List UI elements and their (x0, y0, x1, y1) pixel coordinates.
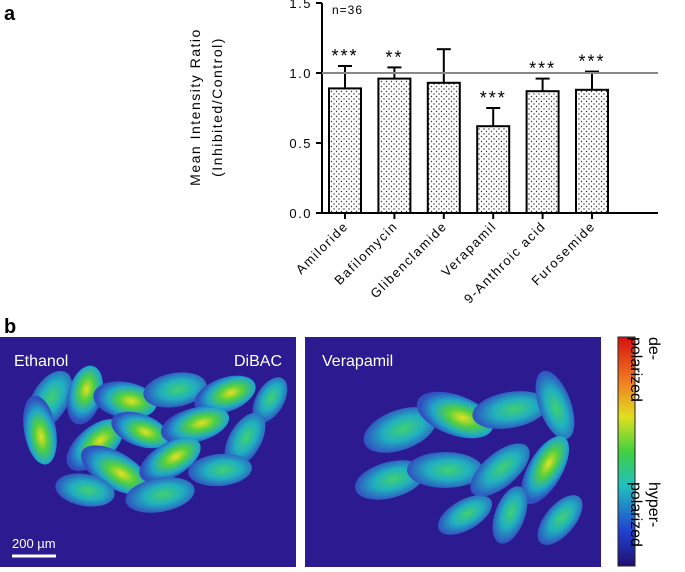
colorbar-label: hyper- (645, 482, 662, 527)
cell (407, 452, 483, 488)
panel-label: b (4, 316, 16, 338)
bar (377, 77, 412, 214)
bar (525, 90, 560, 214)
cell (139, 437, 201, 483)
cell (437, 495, 493, 535)
cell (363, 407, 437, 453)
cell (188, 453, 252, 487)
y-tick-label: 1.0 (289, 66, 312, 81)
cell (80, 445, 150, 495)
cell (535, 370, 575, 440)
significance: *** (529, 59, 556, 79)
cell (470, 443, 530, 497)
cell (23, 395, 57, 465)
cell (66, 365, 104, 425)
cell (472, 391, 548, 429)
y-tick-label: 0.0 (289, 206, 312, 221)
image-label: Ethanol (14, 353, 68, 370)
micrographs (0, 336, 636, 567)
image-label: Verapamil (322, 353, 393, 370)
cell (93, 381, 157, 419)
y-axis-label: (Inhibited/Control) (209, 37, 225, 177)
y-axis-label: Mean Intensity Ratio (187, 28, 203, 186)
bar (575, 88, 609, 214)
scale-bar-label: 200 µm (12, 536, 56, 551)
cell (111, 411, 169, 449)
x-tick-label: 9-Anthroic acid (461, 219, 549, 307)
annotation: n=36 (332, 3, 363, 17)
significance: *** (480, 88, 507, 108)
panel-label: a (4, 3, 16, 25)
significance: *** (331, 46, 358, 66)
significance: *** (578, 52, 605, 72)
cell (252, 377, 288, 423)
cell (160, 406, 230, 444)
colorbar-label: polarized (627, 337, 644, 402)
bar (328, 87, 362, 214)
y-tick-label: 0.5 (289, 136, 312, 151)
cell (125, 477, 195, 513)
cell (143, 372, 207, 408)
cell (194, 375, 256, 415)
colorbar-label: de- (645, 337, 662, 360)
bar (426, 81, 461, 214)
cell (520, 436, 570, 504)
cell (492, 486, 528, 544)
colorbar-label: polarized (627, 482, 644, 547)
cell (416, 391, 494, 439)
cell (55, 473, 115, 507)
cell (224, 412, 266, 468)
y-tick-label: 1.5 (289, 0, 312, 11)
image-label: DiBAC (234, 353, 282, 370)
cell (537, 495, 583, 545)
colorbar (617, 336, 636, 567)
significance: ** (385, 47, 403, 67)
cell (66, 419, 124, 471)
bar (476, 125, 511, 214)
